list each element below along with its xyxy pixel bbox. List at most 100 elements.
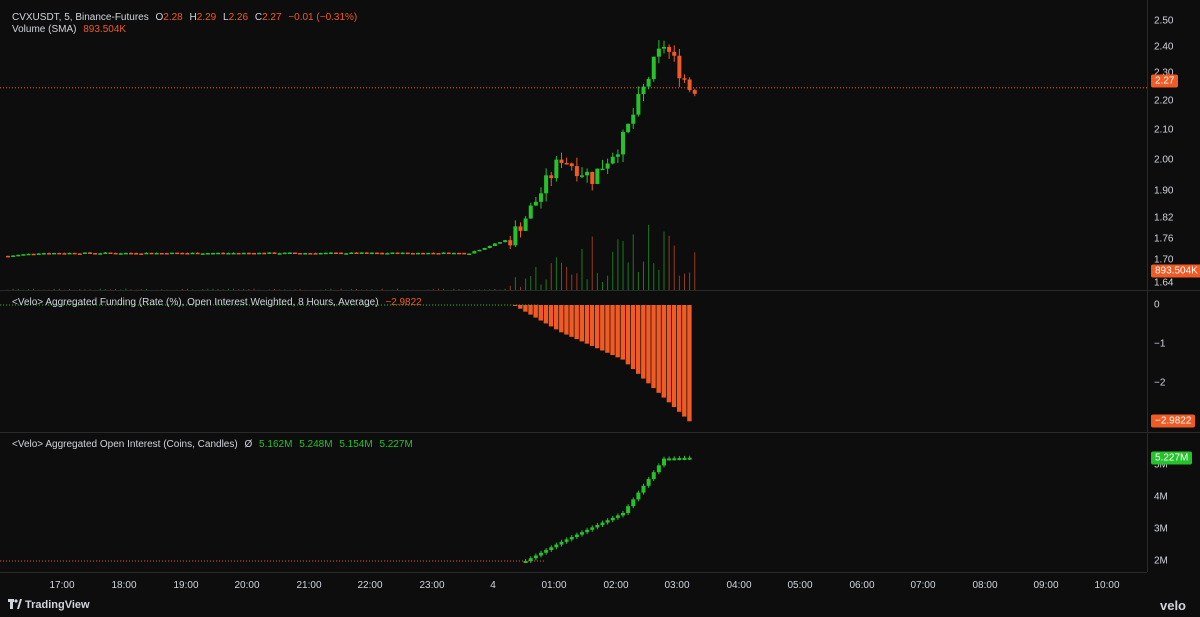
volume-bar [525, 278, 527, 290]
oi-tick: 5M [1154, 459, 1168, 471]
price-candle [180, 252, 185, 255]
price-candle [457, 252, 461, 255]
price-candle [221, 252, 226, 255]
funding-bar [579, 305, 584, 342]
price-candle [554, 159, 559, 179]
time-axis[interactable]: 17:00 18:00 19:00 20:00 21:00 22:00 23:0… [0, 572, 1147, 595]
price-candle [651, 56, 656, 80]
price-candle [441, 252, 446, 255]
price-candle [416, 252, 420, 255]
price-pane[interactable]: CVXUSDT, 5, Binance-Futures O2.28 H2.29 … [0, 0, 1147, 290]
funding-bar [656, 305, 661, 393]
volume-bar [678, 275, 680, 290]
time-label: 01:00 [541, 580, 567, 591]
volume-bar [668, 235, 670, 290]
price-candle [600, 168, 605, 171]
price-candle [185, 253, 190, 255]
funding-axis[interactable]: 0 −1 −2 −2.9822 [1147, 291, 1200, 432]
oi-candle [590, 527, 595, 530]
price-candle [190, 252, 195, 255]
price-chart[interactable] [0, 0, 1147, 290]
oi-tick: 2M [1154, 555, 1168, 567]
price-candle [67, 252, 72, 255]
tradingview-logo[interactable]: TradingView [8, 599, 90, 611]
funding-bar [620, 305, 625, 360]
price-candle [667, 46, 672, 52]
volume-bar [684, 273, 685, 290]
change-value: −0.01 (−0.31%) [288, 12, 358, 23]
price-candle [200, 253, 205, 255]
volume-bar [627, 262, 629, 290]
price-candle [595, 168, 600, 184]
volume-bar [233, 288, 234, 290]
price-candle [11, 255, 16, 257]
volume-bar [110, 289, 111, 290]
funding-chart[interactable] [0, 291, 1147, 432]
last-price-tag: 2.27 [1151, 74, 1179, 88]
price-candle [590, 171, 595, 184]
volume-bar [238, 289, 240, 290]
price-candle [518, 226, 523, 231]
oi-chart[interactable] [0, 433, 1147, 572]
price-candle [662, 46, 666, 49]
pane-divider[interactable] [0, 290, 1200, 291]
time-label: 20:00 [234, 580, 260, 591]
price-axis[interactable]: 2.50 2.40 2.30 2.20 2.10 2.00 1.90 1.82 … [1147, 0, 1200, 290]
funding-bar [533, 305, 538, 318]
oi-label[interactable]: <Velo> Aggregated Open Interest (Coins, … [12, 439, 238, 450]
funding-bar [559, 305, 564, 333]
price-candle [528, 205, 533, 219]
price-candle [492, 243, 497, 246]
price-candle [236, 252, 241, 255]
funding-bar [538, 305, 543, 321]
oi-axis[interactable]: 5M 4M 3M 2M 5.227M [1147, 433, 1200, 572]
price-candle [431, 252, 436, 255]
oi-candle [569, 537, 574, 540]
volume-bar [366, 289, 368, 290]
volume-bar [555, 257, 557, 290]
price-tick: 2.00 [1154, 154, 1174, 166]
tradingview-logo-icon [8, 599, 22, 609]
time-label: 18:00 [111, 580, 137, 591]
price-candle [436, 253, 441, 255]
price-candle [400, 252, 405, 255]
funding-pane[interactable]: <Velo> Aggregated Funding (Rate (%), Ope… [0, 291, 1147, 432]
oi-candle [528, 558, 533, 561]
oi-candle [615, 515, 620, 518]
oi-candle [539, 552, 543, 556]
oi-candle [574, 534, 579, 537]
time-label: 4 [490, 580, 496, 591]
funding-bar [605, 305, 610, 353]
volume-label[interactable]: Volume (SMA) [12, 24, 77, 35]
price-candle [687, 79, 692, 91]
price-candle [498, 242, 502, 244]
price-candle [523, 218, 528, 231]
close-value: 2.27 [262, 12, 282, 23]
oi-candle [677, 458, 682, 461]
price-candle [318, 252, 323, 255]
price-candle [257, 252, 262, 255]
volume-bar [125, 288, 127, 290]
volume-bar [397, 288, 398, 290]
volume-bar [586, 279, 588, 290]
price-candle [641, 86, 646, 95]
price-candle [472, 251, 477, 254]
volume-bar [330, 288, 332, 290]
price-candle [426, 252, 431, 255]
price-candle [569, 163, 574, 167]
oi-pane[interactable]: <Velo> Aggregated Open Interest (Coins, … [0, 433, 1147, 572]
symbol-label[interactable]: CVXUSDT, 5, Binance-Futures [12, 12, 149, 23]
volume-bar [540, 284, 542, 290]
price-candle [339, 252, 344, 255]
funding-bar [625, 305, 631, 365]
price-candle [344, 253, 349, 255]
funding-tick: 0 [1154, 299, 1160, 311]
price-candle [410, 253, 415, 255]
funding-label[interactable]: <Velo> Aggregated Funding (Rate (%), Ope… [12, 297, 379, 308]
pane-divider[interactable] [0, 432, 1200, 433]
volume-bar [243, 288, 245, 290]
volume-bar [33, 288, 35, 290]
volume-bar [212, 288, 214, 290]
price-candle [82, 252, 87, 254]
price-candle [62, 253, 67, 255]
